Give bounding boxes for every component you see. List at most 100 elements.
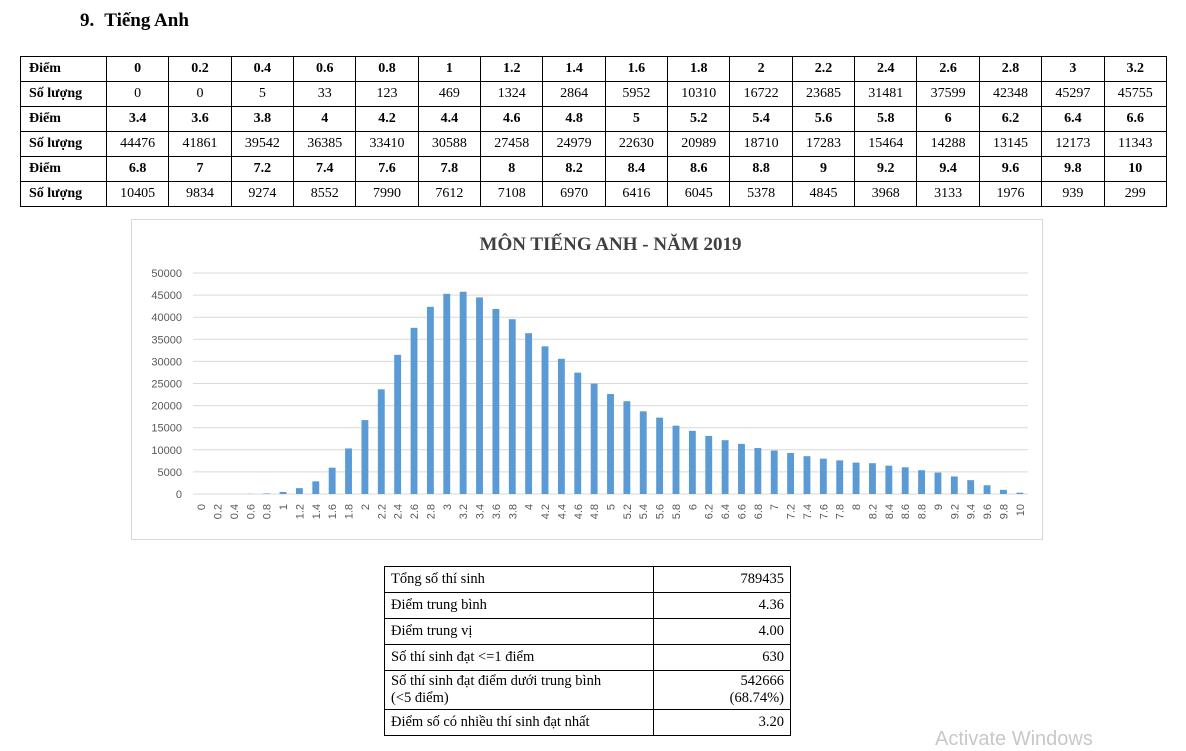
bar (673, 426, 680, 494)
x-tick-label: 3.6 (491, 504, 503, 519)
stats-value: 630 (654, 645, 791, 671)
x-tick-label: 7.6 (818, 504, 830, 519)
count-cell: 7612 (418, 182, 480, 207)
count-cell: 1976 (979, 182, 1041, 207)
bar (1016, 493, 1023, 494)
x-tick-label: 9 (933, 504, 945, 510)
y-tick-label: 10000 (151, 445, 182, 457)
score-cell: 4.2 (356, 107, 418, 132)
x-tick-label: 8.4 (884, 504, 896, 519)
x-tick-label: 4.8 (589, 504, 601, 519)
score-cell: 7.2 (231, 157, 293, 182)
count-cell: 27458 (481, 132, 543, 157)
bar (640, 411, 647, 494)
stats-label: Điểm trung bình (385, 593, 654, 619)
score-cell: 4.4 (418, 107, 480, 132)
x-tick-label: 0.2 (213, 504, 225, 519)
count-cell: 44476 (107, 132, 169, 157)
score-cell: 0.4 (231, 57, 293, 82)
score-cell: 2 (730, 57, 792, 82)
count-cell: 7990 (356, 182, 418, 207)
x-tick-label: 0.4 (229, 504, 241, 519)
x-tick-label: 2 (360, 504, 372, 510)
x-tick-label: 2.8 (425, 504, 437, 519)
activate-windows-watermark: Activate Windows (935, 728, 1093, 751)
x-tick-label: 1.6 (327, 504, 339, 519)
count-cell: 33410 (356, 132, 418, 157)
bar (476, 297, 483, 494)
count-cell: 11343 (1104, 132, 1167, 157)
score-cell: 5.4 (730, 107, 792, 132)
score-cell: 1.6 (605, 57, 667, 82)
bar (853, 463, 860, 494)
count-cell: 17283 (792, 132, 854, 157)
y-tick-label: 15000 (151, 423, 182, 435)
score-cell: 4.8 (543, 107, 605, 132)
x-tick-label: 10 (1015, 504, 1027, 516)
count-cell: 15464 (855, 132, 917, 157)
stats-value-line: 542666 (660, 673, 784, 690)
count-row-label: Số lượng (21, 132, 107, 157)
stats-label: Tổng số thí sinh (385, 567, 654, 593)
score-cell: 1 (418, 57, 480, 82)
score-cell: 9.4 (917, 157, 979, 182)
bar (509, 319, 516, 494)
bar (361, 420, 368, 494)
count-cell: 9274 (231, 182, 293, 207)
x-tick-label: 2.4 (393, 504, 405, 519)
x-tick-label: 5 (606, 504, 618, 510)
x-tick-label: 5.8 (671, 504, 683, 519)
bar (542, 346, 549, 494)
bar (754, 448, 761, 494)
score-row-label: Điểm (21, 57, 107, 82)
score-cell: 9.2 (855, 157, 917, 182)
score-row-label: Điểm (21, 157, 107, 182)
score-cell: 3.8 (231, 107, 293, 132)
score-cell: 2.2 (792, 57, 854, 82)
count-cell: 1324 (481, 82, 543, 107)
count-cell: 10310 (668, 82, 730, 107)
bar (411, 328, 418, 494)
stats-label-line: (<5 điểm) (391, 690, 647, 707)
y-tick-label: 30000 (151, 356, 182, 368)
count-cell: 2864 (543, 82, 605, 107)
x-tick-label: 7.2 (786, 504, 798, 519)
bar (280, 492, 287, 494)
y-tick-label: 40000 (151, 312, 182, 324)
x-tick-label: 2.2 (376, 504, 388, 519)
count-cell: 31481 (855, 82, 917, 107)
score-cell: 5.6 (792, 107, 854, 132)
count-cell: 22630 (605, 132, 667, 157)
x-tick-label: 5.2 (622, 504, 634, 519)
section-heading: 9.Tiếng Anh (80, 10, 189, 32)
score-cell: 4 (294, 107, 356, 132)
score-cell: 0.6 (294, 57, 356, 82)
count-cell: 20989 (668, 132, 730, 157)
x-tick-label: 2.6 (409, 504, 421, 519)
bar (296, 488, 303, 494)
count-cell: 23685 (792, 82, 854, 107)
x-tick-label: 8.6 (900, 504, 912, 519)
score-cell: 2.4 (855, 57, 917, 82)
score-cell: 9.6 (979, 157, 1041, 182)
count-cell: 7108 (481, 182, 543, 207)
bar (787, 453, 794, 494)
score-cell: 2.8 (979, 57, 1041, 82)
count-cell: 469 (418, 82, 480, 107)
x-tick-label: 3.2 (458, 504, 470, 519)
bar (918, 470, 925, 494)
score-cell: 8.4 (605, 157, 667, 182)
bar (738, 444, 745, 494)
x-tick-label: 3.8 (507, 504, 519, 519)
score-cell: 7.8 (418, 157, 480, 182)
y-tick-label: 20000 (151, 401, 182, 413)
score-cell: 3.2 (1104, 57, 1167, 82)
count-cell: 37599 (917, 82, 979, 107)
bar (804, 456, 811, 494)
bar (967, 480, 974, 494)
stats-label: Số thí sinh đạt điểm dưới trung bình(<5 … (385, 671, 654, 710)
